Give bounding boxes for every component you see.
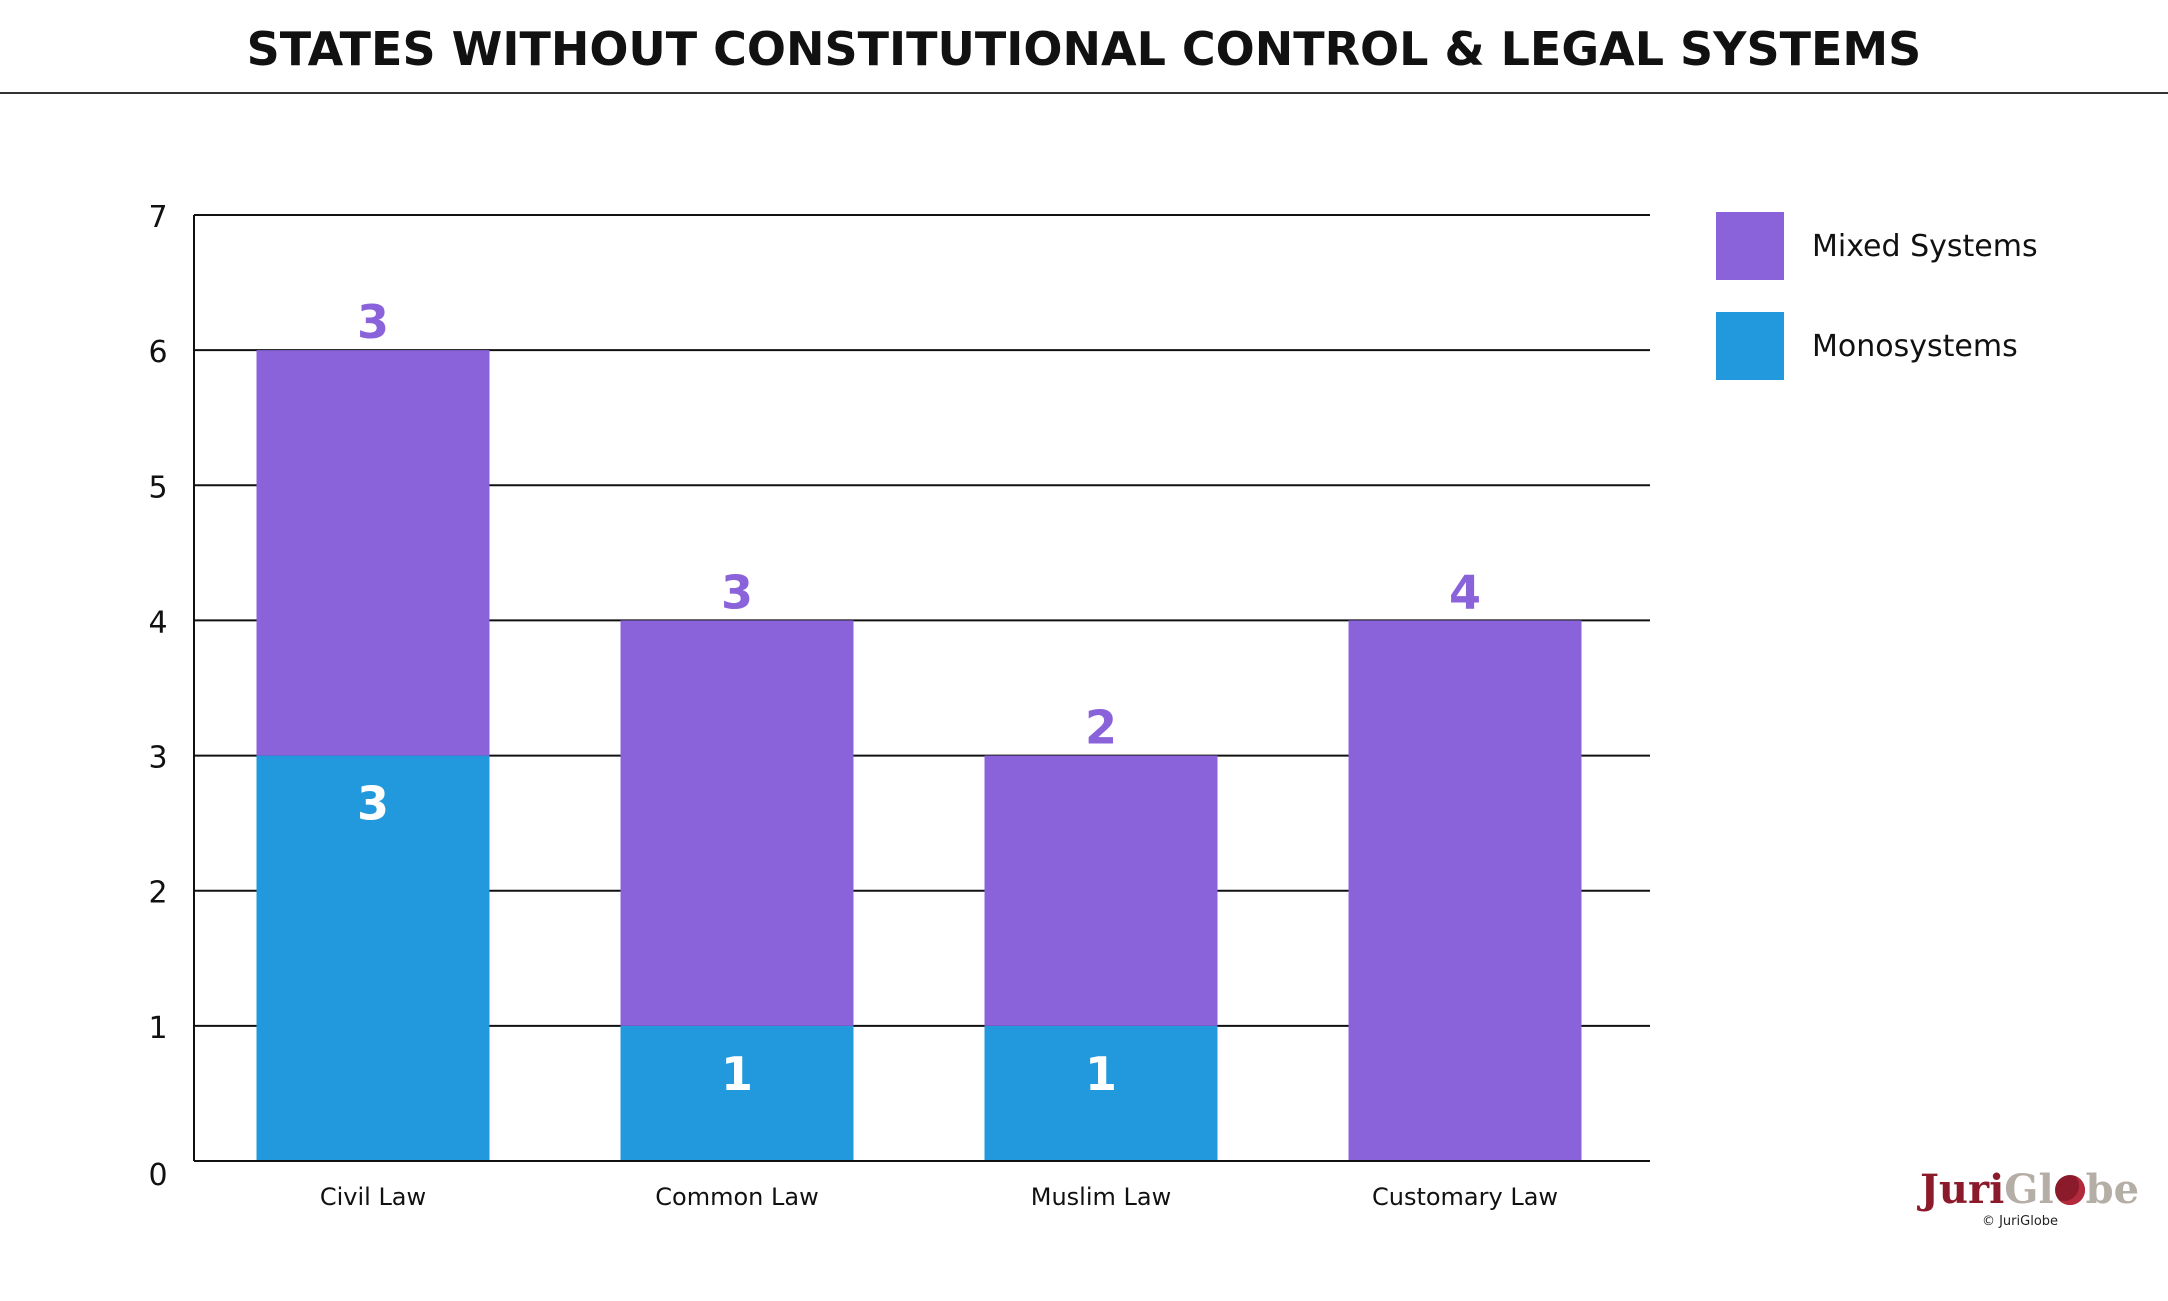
y-tick-label: 0 — [148, 1158, 167, 1193]
bar-segment-mixed-systems — [1348, 620, 1582, 1161]
bar-segment-monosystems — [984, 1025, 1218, 1161]
legend-item-monosystems: Monosystems — [1716, 312, 2038, 380]
x-tick-label: Civil Law — [320, 1183, 426, 1211]
bar-segment-monosystems — [620, 1025, 854, 1161]
x-tick-label: Common Law — [655, 1183, 818, 1211]
data-label-monosystems: 3 — [357, 777, 389, 831]
y-tick-label: 6 — [148, 335, 167, 370]
title-divider — [0, 92, 2168, 94]
data-label-monosystems: 1 — [721, 1047, 753, 1101]
x-tick-label: Customary Law — [1372, 1183, 1558, 1211]
data-label-monosystems: 1 — [1085, 1047, 1117, 1101]
legend-label: Mixed Systems — [1812, 228, 2038, 264]
bars — [256, 350, 1582, 1161]
brand: JuriGl be © JuriGlobe — [1920, 1166, 2140, 1230]
bar-segment-monosystems — [256, 755, 490, 1161]
data-label-mixed-systems: 2 — [1085, 701, 1117, 755]
bar-segment-mixed-systems — [620, 620, 854, 1026]
labels: 3 3 Civil Law 3 1 Common Law 2 1 Muslim Law 4 Cust… — [320, 295, 1558, 1211]
bar-segment-mixed-systems — [984, 755, 1218, 1026]
copyright-text: © JuriGlobe — [1981, 1214, 2059, 1229]
legend-swatch-monosystems — [1716, 312, 1784, 380]
legend: Mixed Systems Monosystems — [1716, 212, 2038, 412]
juriglobe-logo: JuriGl be — [1920, 1166, 2140, 1213]
y-tick-label: 3 — [148, 741, 167, 776]
y-tick-label: 4 — [148, 605, 167, 640]
globe-icon — [2054, 1175, 2085, 1205]
x-tick-label: Muslim Law — [1031, 1183, 1171, 1211]
y-tick-label: 7 — [148, 200, 167, 235]
legend-label: Monosystems — [1812, 328, 2018, 364]
page-title: STATES WITHOUT CONSTITUTIONAL CONTROL & … — [246, 22, 1922, 76]
axes: 0 1 2 3 4 5 6 7 — [148, 200, 1650, 1193]
data-label-mixed-systems: 3 — [357, 295, 389, 349]
legend-swatch-mixed-systems — [1716, 212, 1784, 280]
y-tick-label: 2 — [148, 876, 167, 911]
data-label-mixed-systems: 4 — [1449, 565, 1481, 619]
bar-segment-mixed-systems — [256, 350, 490, 756]
data-label-mixed-systems: 3 — [721, 565, 753, 619]
legend-item-mixed-systems: Mixed Systems — [1716, 212, 2038, 280]
y-tick-label: 5 — [148, 470, 167, 505]
y-tick-label: 1 — [148, 1011, 167, 1046]
